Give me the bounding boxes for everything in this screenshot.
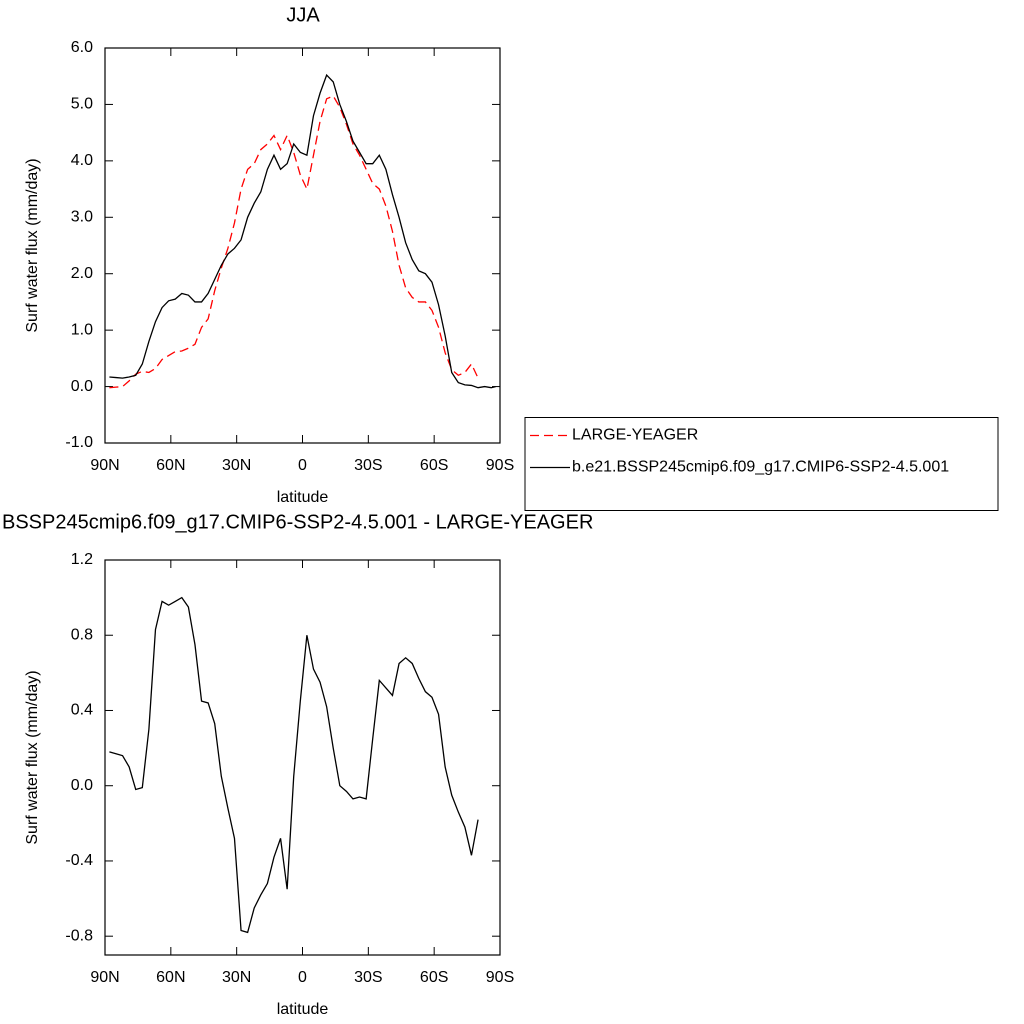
x-tick-label: 60N [156, 457, 185, 474]
y-tick-label: 1.0 [71, 321, 93, 338]
chart-title: JJA [286, 4, 320, 26]
plot-frame [104, 47, 501, 444]
plot-frame [104, 559, 501, 956]
x-tick-label: 90S [486, 457, 514, 474]
x-tick-label: 30N [222, 457, 251, 474]
y-tick-label: 0.8 [71, 626, 93, 643]
y-tick-label: 6.0 [71, 39, 93, 56]
x-tick-label: 30N [222, 969, 251, 986]
y-tick-label: 0.0 [71, 777, 93, 794]
y-tick-label: 5.0 [71, 96, 93, 113]
y-tick-label: 2.0 [71, 265, 93, 282]
y-tick-label: -0.4 [65, 852, 93, 869]
x-tick-label: 30S [354, 457, 382, 474]
y-axis-title: Surf water flux (mm/day) [24, 670, 41, 844]
x-axis-title: latitude [277, 1001, 329, 1018]
x-tick-label: 0 [298, 969, 307, 986]
x-tick-label: 90S [486, 969, 514, 986]
y-tick-label: 3.0 [71, 209, 93, 226]
y-tick-label: 1.2 [71, 551, 93, 568]
data-line [109, 73, 496, 389]
y-tick-label: 0.4 [71, 702, 93, 719]
y-tick-label: 4.0 [71, 152, 93, 169]
x-tick-label: 60S [420, 457, 448, 474]
data-line [109, 95, 479, 389]
legend-label: b.e21.BSSP245cmip6.f09_g17.CMIP6-SSP2-4.… [572, 459, 949, 476]
x-tick-label: 0 [298, 457, 307, 474]
x-tick-label: 60S [420, 969, 448, 986]
x-tick-label: 90N [90, 457, 119, 474]
chart-title: BSSP245cmip6.f09_g17.CMIP6-SSP2-4.5.001 … [2, 511, 593, 533]
x-axis-title: latitude [277, 489, 329, 506]
legend-label: LARGE-YEAGER [572, 427, 698, 444]
y-tick-label: -1.0 [65, 434, 93, 451]
y-tick-label: -0.8 [65, 927, 93, 944]
x-tick-label: 90N [90, 969, 119, 986]
y-tick-label: 0.0 [71, 378, 93, 395]
x-tick-label: 30S [354, 969, 382, 986]
x-tick-label: 60N [156, 969, 185, 986]
legend-box [524, 417, 999, 511]
y-axis-title: Surf water flux (mm/day) [24, 158, 41, 332]
data-line [109, 596, 479, 934]
